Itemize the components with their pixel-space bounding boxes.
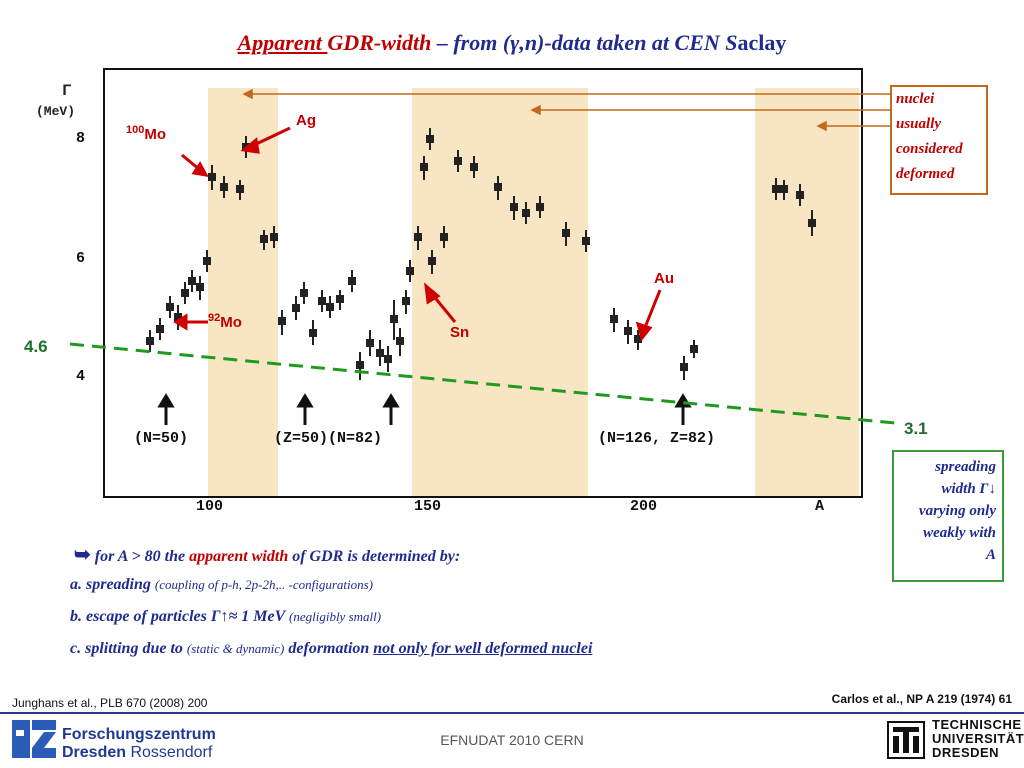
fzd-logo-icon bbox=[12, 720, 56, 758]
y-axis-symbol: Γ bbox=[62, 82, 72, 100]
spreading-line-1: spreading bbox=[935, 459, 996, 475]
deformed-line-2: usually bbox=[896, 116, 942, 132]
y-tick-8: 8 bbox=[76, 130, 86, 147]
footer-divider bbox=[0, 712, 1024, 714]
x-tick-200: 200 bbox=[630, 498, 658, 515]
fzd-line-2: Dresden Rossendorf bbox=[62, 744, 216, 762]
spreading-line-5: A bbox=[985, 547, 996, 563]
title-part2: GDR-width bbox=[327, 30, 432, 55]
deformed-band-2 bbox=[412, 88, 588, 496]
x-axis-label: A bbox=[815, 498, 825, 515]
tud-line-1: TECHNISCHE bbox=[932, 717, 1022, 732]
deformed-line-1: nuclei bbox=[896, 91, 935, 107]
fzd-line-2b: Rossendorf bbox=[126, 744, 213, 761]
x-tick-150: 150 bbox=[414, 498, 442, 515]
y-tick-6: 6 bbox=[76, 250, 86, 267]
deformed-band-3 bbox=[755, 88, 859, 496]
b-small: (negligibly small) bbox=[289, 609, 382, 624]
label-sn: Sn bbox=[450, 324, 470, 341]
gdr-width-plot bbox=[103, 68, 863, 498]
spreading-line-4: weakly with bbox=[923, 525, 996, 541]
bullet-b: b. escape of particles Γ↑≈ 1 MeV (neglig… bbox=[70, 608, 381, 626]
title-part3: – from (γ,n)-data taken at CEN S bbox=[431, 30, 738, 55]
c-main: c. splitting due to bbox=[70, 640, 187, 657]
c-underline: not only for well deformed nuclei bbox=[373, 640, 593, 657]
reference-right: Carlos et al., NP A 219 (1974) 61 bbox=[831, 692, 1012, 706]
y-axis-unit: (MeV) bbox=[36, 104, 76, 119]
trend-value-right: 3.1 bbox=[904, 419, 928, 438]
title-part1: Apparent bbox=[237, 30, 328, 55]
deformed-line-4: deformed bbox=[896, 166, 955, 182]
mo92-elem: Mo bbox=[220, 314, 242, 331]
bullet-c: c. splitting due to (static & dynamic) d… bbox=[70, 640, 592, 658]
event-name: EFNUDAT 2010 CERN bbox=[440, 732, 584, 748]
nuclei-arrows bbox=[173, 126, 662, 342]
label-mo100: 100Mo bbox=[126, 124, 166, 143]
tud-name: TECHNISCHE UNIVERSITÄT DRESDEN bbox=[932, 718, 1024, 760]
mo100-mass: 100 bbox=[126, 124, 145, 136]
spreading-width-box: spreading width Γ↓ varying only weakly w… bbox=[892, 450, 1004, 582]
x-tick-100: 100 bbox=[196, 498, 224, 515]
tud-logo-icon bbox=[887, 721, 925, 759]
slide-title: Apparent GDR-width – from (γ,n)-data tak… bbox=[0, 30, 1024, 56]
shell-arrows bbox=[157, 393, 692, 425]
shell-z50-n82: (Z=50)(N=82) bbox=[274, 430, 383, 447]
deformed-band-1 bbox=[208, 88, 278, 496]
tud-line-2: UNIVERSITÄT bbox=[932, 731, 1024, 746]
intro-b: apparent width bbox=[189, 548, 289, 565]
title-part4: aclay bbox=[737, 30, 787, 55]
b-main: b. escape of particles Γ↑≈ 1 MeV bbox=[70, 608, 290, 625]
tud-line-3: DRESDEN bbox=[932, 745, 1000, 760]
spreading-line-2: width Γ↓ bbox=[941, 481, 997, 497]
deformed-pointers bbox=[242, 88, 890, 132]
mo100-elem: Mo bbox=[144, 126, 167, 143]
deformed-nuclei-box: nuclei usually considered deformed bbox=[890, 85, 988, 195]
fzd-name: Forschungszentrum Dresden Rossendorf bbox=[62, 726, 216, 762]
mo92-mass: 92 bbox=[208, 312, 221, 324]
c-small: (static & dynamic) bbox=[186, 641, 285, 656]
trend-value-left: 4.6 bbox=[24, 337, 48, 356]
deformed-line-3: considered bbox=[896, 141, 963, 157]
a-main: a. spreading bbox=[70, 576, 155, 593]
intro-a: for A > 80 the bbox=[90, 548, 190, 565]
bullet-a: a. spreading (coupling of p-h, 2p-2h,.. … bbox=[70, 576, 373, 594]
shell-n126-z82: (N=126, Z=82) bbox=[598, 430, 716, 447]
spreading-line-3: varying only bbox=[918, 503, 996, 519]
c-main2: deformation bbox=[284, 640, 374, 657]
bullet-arrow-icon: ➥ bbox=[74, 544, 91, 566]
data-points bbox=[146, 128, 816, 380]
label-ag: Ag bbox=[296, 112, 316, 129]
a-small: (coupling of p-h, 2p-2h,.. -configuratio… bbox=[154, 577, 373, 592]
intro-c: of GDR is determined by: bbox=[288, 548, 461, 565]
bullet-intro: ➥ for A > 80 the apparent width of GDR i… bbox=[74, 542, 460, 567]
shell-n50: (N=50) bbox=[134, 430, 189, 447]
fzd-line-1: Forschungszentrum bbox=[62, 726, 216, 743]
label-mo92: 92Mo bbox=[208, 312, 242, 331]
trend-line bbox=[69, 342, 896, 425]
y-tick-4: 4 bbox=[76, 368, 86, 385]
fzd-line-2a: Dresden bbox=[62, 744, 127, 761]
reference-left: Junghans et al., PLB 670 (2008) 200 bbox=[12, 696, 208, 710]
label-au: Au bbox=[654, 270, 674, 287]
